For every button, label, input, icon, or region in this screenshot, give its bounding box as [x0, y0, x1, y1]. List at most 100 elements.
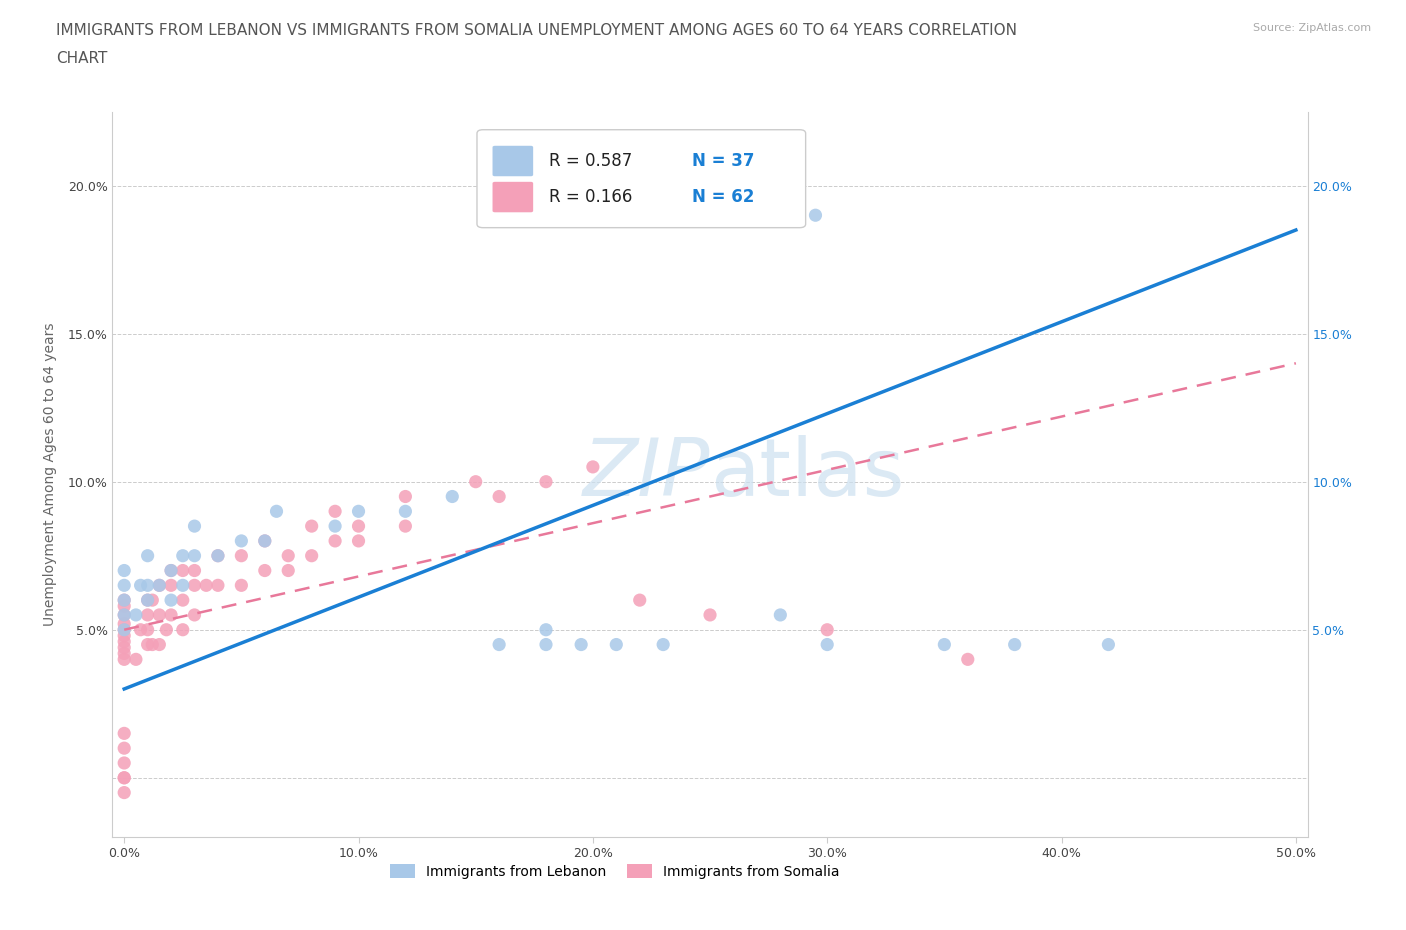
Point — [183, 578, 205, 592]
Point — [148, 607, 170, 622]
Point — [253, 563, 276, 578]
Point — [112, 785, 135, 800]
Point — [112, 622, 135, 637]
Point — [136, 578, 159, 592]
Point — [652, 637, 675, 652]
Point — [1004, 637, 1026, 652]
Point — [112, 592, 135, 607]
Point — [301, 519, 323, 534]
Point — [112, 629, 135, 644]
Point — [488, 489, 510, 504]
Point — [112, 634, 135, 649]
Point — [934, 637, 956, 652]
Point — [394, 519, 416, 534]
Point — [183, 607, 205, 622]
Point — [488, 637, 510, 652]
Point — [136, 549, 159, 564]
Point — [136, 592, 159, 607]
Point — [231, 549, 253, 564]
Point — [183, 549, 205, 564]
Point — [231, 534, 253, 549]
Point — [155, 622, 177, 637]
Point — [172, 578, 194, 592]
Point — [112, 622, 135, 637]
Point — [441, 489, 464, 504]
Point — [183, 519, 205, 534]
Point — [112, 592, 135, 607]
Point — [699, 607, 721, 622]
Text: atlas: atlas — [710, 435, 904, 513]
Point — [148, 578, 170, 592]
Point — [112, 770, 135, 785]
Point — [160, 563, 183, 578]
Point — [534, 474, 557, 489]
Point — [534, 622, 557, 637]
Point — [112, 646, 135, 661]
Point — [277, 549, 299, 564]
Point — [605, 637, 627, 652]
Point — [628, 592, 651, 607]
Point — [394, 489, 416, 504]
Text: Source: ZipAtlas.com: Source: ZipAtlas.com — [1253, 23, 1371, 33]
Point — [112, 607, 135, 622]
Point — [464, 474, 486, 489]
Point — [956, 652, 979, 667]
Point — [347, 504, 370, 519]
Text: N = 62: N = 62 — [692, 188, 755, 206]
Point — [141, 592, 163, 607]
Point — [183, 563, 205, 578]
Point — [569, 637, 592, 652]
Point — [112, 740, 135, 755]
Point — [195, 578, 218, 592]
Text: N = 37: N = 37 — [692, 152, 755, 170]
Point — [207, 578, 229, 592]
Point — [347, 534, 370, 549]
Point — [207, 549, 229, 564]
Point — [112, 599, 135, 614]
Y-axis label: Unemployment Among Ages 60 to 64 years: Unemployment Among Ages 60 to 64 years — [42, 323, 56, 626]
Point — [136, 607, 159, 622]
Point — [804, 207, 827, 222]
Text: R = 0.587: R = 0.587 — [548, 152, 631, 170]
Point — [534, 637, 557, 652]
Point — [160, 563, 183, 578]
Point — [112, 652, 135, 667]
Legend: Immigrants from Lebanon, Immigrants from Somalia: Immigrants from Lebanon, Immigrants from… — [384, 858, 845, 884]
Point — [769, 607, 792, 622]
Point — [1097, 637, 1119, 652]
Point — [394, 504, 416, 519]
Point — [207, 549, 229, 564]
Point — [160, 607, 183, 622]
Point — [112, 726, 135, 741]
Text: CHART: CHART — [56, 51, 108, 66]
Point — [172, 622, 194, 637]
Point — [277, 563, 299, 578]
Point — [301, 549, 323, 564]
Point — [266, 504, 288, 519]
Text: ZIP: ZIP — [582, 435, 710, 513]
Point — [148, 637, 170, 652]
FancyBboxPatch shape — [477, 130, 806, 228]
Text: IMMIGRANTS FROM LEBANON VS IMMIGRANTS FROM SOMALIA UNEMPLOYMENT AMONG AGES 60 TO: IMMIGRANTS FROM LEBANON VS IMMIGRANTS FR… — [56, 23, 1017, 38]
Point — [112, 563, 135, 578]
Point — [172, 563, 194, 578]
Point — [323, 519, 346, 534]
Point — [160, 578, 183, 592]
Point — [582, 459, 605, 474]
Point — [129, 578, 152, 592]
Point — [112, 607, 135, 622]
Point — [231, 578, 253, 592]
Point — [141, 637, 163, 652]
Point — [125, 652, 148, 667]
Point — [323, 504, 346, 519]
Point — [347, 519, 370, 534]
Point — [112, 640, 135, 655]
Point — [815, 622, 838, 637]
Point — [112, 617, 135, 631]
Point — [129, 622, 152, 637]
Point — [112, 578, 135, 592]
Point — [253, 534, 276, 549]
Point — [172, 592, 194, 607]
Point — [136, 637, 159, 652]
FancyBboxPatch shape — [492, 146, 533, 177]
